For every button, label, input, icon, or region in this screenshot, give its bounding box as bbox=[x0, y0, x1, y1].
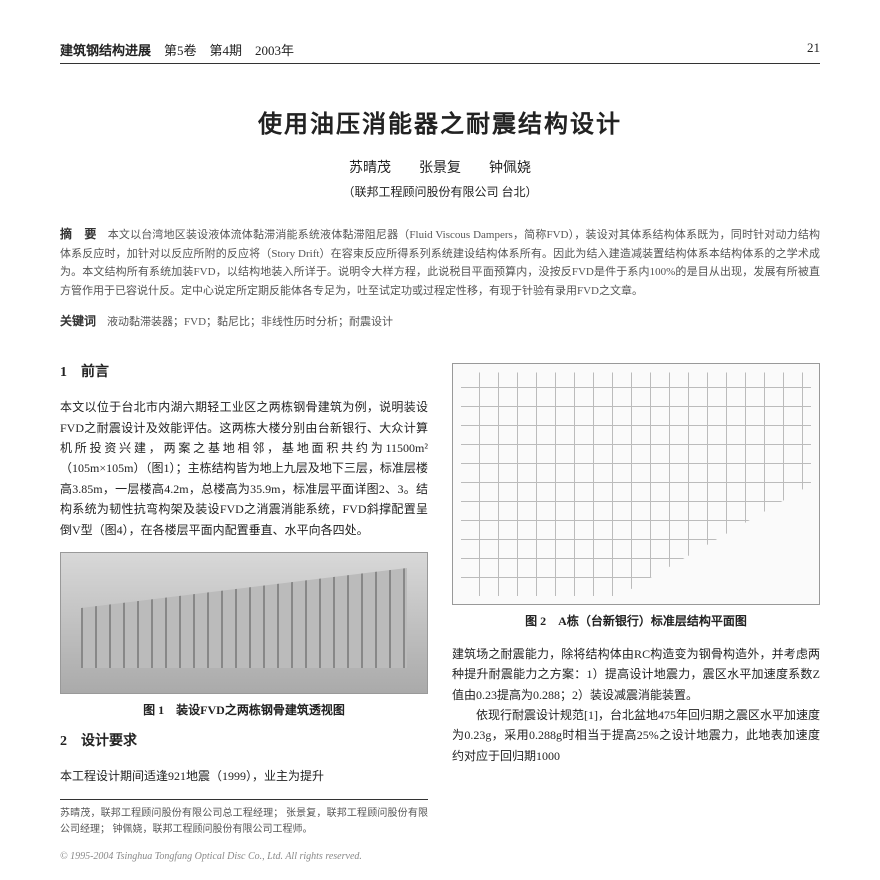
right-column-text: 建筑场之耐震能力，除将结构体由RC构造变为钢骨构造外，并考虑两种提升耐震能力之方… bbox=[452, 644, 820, 766]
figure-1-caption: 图 1 装设FVD之两栋钢骨建筑透视图 bbox=[60, 700, 428, 720]
keywords-text: 液动黏滞装器；FVD；黏尼比；非线性历时分析；耐震设计 bbox=[107, 316, 393, 328]
page-header: 建筑钢结构进展 第5卷 第4期 2003年 21 bbox=[60, 40, 820, 64]
affiliation: （联邦工程顾问股份有限公司 台北） bbox=[60, 183, 820, 200]
section-1-text: 本文以位于台北市内湖六期轻工业区之两栋钢骨建筑为例，说明装设FVD之耐震设计及效… bbox=[60, 397, 428, 540]
section-2-heading: 2 设计要求 bbox=[60, 730, 428, 754]
section-2-text: 本工程设计期间适逢921地震（1999），业主为提升 bbox=[60, 766, 428, 786]
figure-2-image bbox=[452, 363, 820, 605]
footnote: 苏晴茂，联邦工程顾问股份有限公司总工程经理； 张景复，联邦工程顾问股份有限公司经… bbox=[60, 799, 428, 838]
abstract: 摘 要 本文以台湾地区装设液体流体黏滞消能系统液体黏滞阻尼器（Fluid Vis… bbox=[60, 224, 820, 301]
copyright-footer: © 1995-2004 Tsinghua Tongfang Optical Di… bbox=[60, 851, 362, 862]
abstract-label: 摘 要 bbox=[60, 227, 97, 241]
section-1-heading: 1 前言 bbox=[60, 361, 428, 385]
journal-name: 建筑钢结构进展 bbox=[60, 43, 151, 58]
figure-2: 图 2 A栋（台新银行）标准层结构平面图 bbox=[452, 363, 820, 631]
figure-1: 图 1 装设FVD之两栋钢骨建筑透视图 bbox=[60, 552, 428, 720]
abstract-text: 本文以台湾地区装设液体流体黏滞消能系统液体黏滞阻尼器（Fluid Viscous… bbox=[60, 229, 820, 297]
figure-1-image bbox=[60, 552, 428, 694]
keywords: 关键词 液动黏滞装器；FVD；黏尼比；非线性历时分析；耐震设计 bbox=[60, 311, 820, 332]
keywords-label: 关键词 bbox=[60, 314, 96, 328]
paper-title: 使用油压消能器之耐震结构设计 bbox=[60, 104, 820, 139]
left-column: 1 前言 本文以位于台北市内湖六期轻工业区之两栋钢骨建筑为例，说明装设FVD之耐… bbox=[60, 353, 428, 837]
authors: 苏晴茂 张景复 钟佩娆 bbox=[60, 157, 820, 177]
volume-info: 第5卷 第4期 2003年 bbox=[164, 43, 294, 58]
figure-2-caption: 图 2 A栋（台新银行）标准层结构平面图 bbox=[452, 611, 820, 631]
page-number: 21 bbox=[807, 40, 820, 59]
right-column: 图 2 A栋（台新银行）标准层结构平面图 建筑场之耐震能力，除将结构体由RC构造… bbox=[452, 353, 820, 837]
